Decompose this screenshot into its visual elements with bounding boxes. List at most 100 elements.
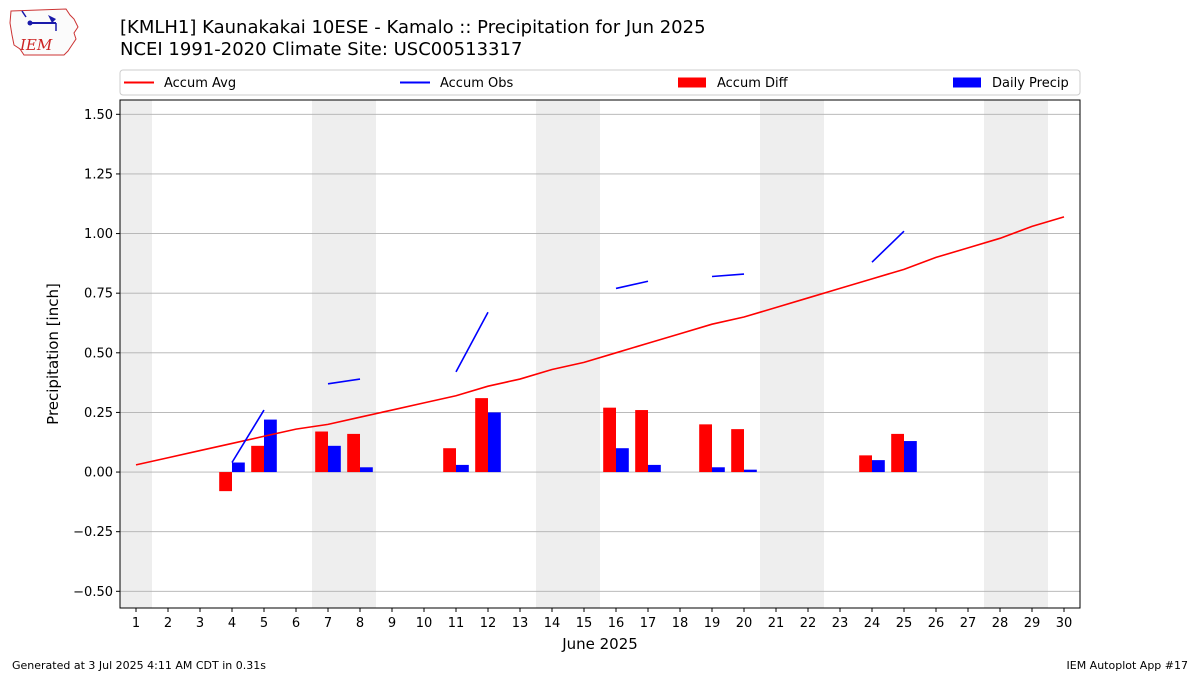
accum-diff-bar xyxy=(635,410,648,473)
accum-diff-bar xyxy=(891,433,904,473)
weekend-shade xyxy=(120,100,152,608)
accum-obs-segment xyxy=(231,409,265,463)
x-tick-label: 28 xyxy=(992,616,1009,631)
x-tick-label: 13 xyxy=(512,616,529,631)
x-tick-label: 27 xyxy=(960,616,977,631)
x-tick-label: 23 xyxy=(832,616,849,631)
y-tick-label: 0.25 xyxy=(84,406,113,421)
daily-precip-bar xyxy=(328,445,341,473)
x-axis-label: June 2025 xyxy=(561,635,638,653)
legend: Accum Avg Accum Obs Accum Diff Daily Precip xyxy=(119,69,1081,96)
weekend-shade xyxy=(344,100,376,608)
x-tick-label: 14 xyxy=(544,616,561,631)
daily-precip-bar xyxy=(488,412,501,473)
legend-swatch-bar xyxy=(953,77,981,88)
x-tick-label: 4 xyxy=(228,616,236,631)
legend-box xyxy=(119,69,1081,96)
accum-diff-bar xyxy=(443,448,456,473)
x-tick-label: 5 xyxy=(260,616,268,631)
daily-precip-bar xyxy=(904,441,917,473)
daily-precip-bar xyxy=(712,467,725,473)
x-tick-label: 1 xyxy=(132,616,140,631)
daily-precip-bar xyxy=(872,460,885,473)
accum-diff-bar xyxy=(859,455,872,473)
weekend-shade xyxy=(536,100,568,608)
accum-diff-bar xyxy=(603,407,616,473)
accum-obs-segment xyxy=(615,280,649,290)
weekend-shade xyxy=(984,100,1016,608)
accum-diff-bar xyxy=(699,424,712,473)
y-tick-label: −0.25 xyxy=(73,525,113,540)
x-tick-label: 10 xyxy=(416,616,433,631)
legend-label: Daily Precip xyxy=(992,76,1069,91)
plot-layer xyxy=(120,100,1080,608)
weekend-shade xyxy=(312,100,344,608)
accum-obs-segment xyxy=(455,311,489,373)
x-tick-label: 25 xyxy=(896,616,913,631)
accum-diff-bar xyxy=(315,431,328,473)
y-tick-label: 0.50 xyxy=(84,346,113,361)
x-tick-label: 24 xyxy=(864,616,881,631)
x-tick-label: 19 xyxy=(704,616,721,631)
iowa-state-outline-icon xyxy=(9,8,79,56)
x-tick-label: 15 xyxy=(576,616,593,631)
y-tick-label: 0.75 xyxy=(84,287,113,302)
y-tick-label: 1.50 xyxy=(84,108,113,123)
daily-precip-bar xyxy=(648,464,661,473)
x-tick-label: 30 xyxy=(1056,616,1073,631)
weekend-shade xyxy=(1016,100,1048,608)
logo-text: IEM xyxy=(19,36,53,54)
accum-obs-segment xyxy=(711,273,745,278)
plot-frame xyxy=(119,99,1081,609)
accum-diff-bar xyxy=(219,472,232,492)
weather-station-hub-icon xyxy=(27,20,33,26)
app-id: IEM Autoplot App #17 xyxy=(1066,659,1189,672)
accum-diff-bar xyxy=(347,433,360,473)
weekend-shade xyxy=(568,100,600,608)
wind-vane-icon xyxy=(48,15,56,23)
x-tick-label: 6 xyxy=(292,616,300,631)
accum-avg-line xyxy=(135,216,1065,466)
y-tick-label: 0.00 xyxy=(84,466,113,481)
chart-title: [KMLH1] Kaunakakai 10ESE - Kamalo :: Pre… xyxy=(120,17,706,38)
chart-subtitle: NCEI 1991-2020 Climate Site: USC00513317 xyxy=(120,39,523,60)
weekend-shade xyxy=(792,100,824,608)
daily-precip-bar xyxy=(744,469,757,473)
weekend-shade xyxy=(760,100,792,608)
y-tick-label: −0.50 xyxy=(73,585,113,600)
accum-diff-bar xyxy=(251,445,264,473)
x-tick-label: 20 xyxy=(736,616,753,631)
x-tick-label: 17 xyxy=(640,616,657,631)
daily-precip-bar xyxy=(232,462,245,473)
x-tick-label: 26 xyxy=(928,616,945,631)
legend-swatch-bar xyxy=(678,77,706,88)
accum-diff-bar xyxy=(475,398,488,473)
daily-precip-bar xyxy=(264,419,277,473)
antenna-icon xyxy=(21,10,27,18)
x-tick-label: 12 xyxy=(480,616,497,631)
x-tick-label: 21 xyxy=(768,616,785,631)
x-tick-label: 18 xyxy=(672,616,689,631)
x-tick-label: 11 xyxy=(448,616,465,631)
x-tick-label: 8 xyxy=(356,616,364,631)
legend-label: Accum Avg xyxy=(164,76,236,91)
accum-diff-bar xyxy=(731,429,744,473)
x-tick-label: 7 xyxy=(324,616,332,631)
daily-precip-bar xyxy=(616,448,629,473)
x-tick-label: 2 xyxy=(164,616,172,631)
x-tick-label: 16 xyxy=(608,616,625,631)
legend-label: Accum Diff xyxy=(717,76,789,91)
y-axis-label: Precipitation [inch] xyxy=(44,283,62,425)
x-tick-label: 22 xyxy=(800,616,817,631)
y-tick-label: 1.00 xyxy=(84,227,113,242)
accum-obs-segment xyxy=(871,230,905,263)
legend-label: Accum Obs xyxy=(440,76,513,91)
iem-logo: IEM xyxy=(9,8,79,56)
generated-timestamp: Generated at 3 Jul 2025 4:11 AM CDT in 0… xyxy=(12,659,266,672)
daily-precip-bar xyxy=(360,467,373,473)
y-tick-label: 1.25 xyxy=(84,167,113,182)
daily-precip-bar xyxy=(456,464,469,473)
x-tick-label: 9 xyxy=(388,616,396,631)
x-tick-label: 3 xyxy=(196,616,204,631)
